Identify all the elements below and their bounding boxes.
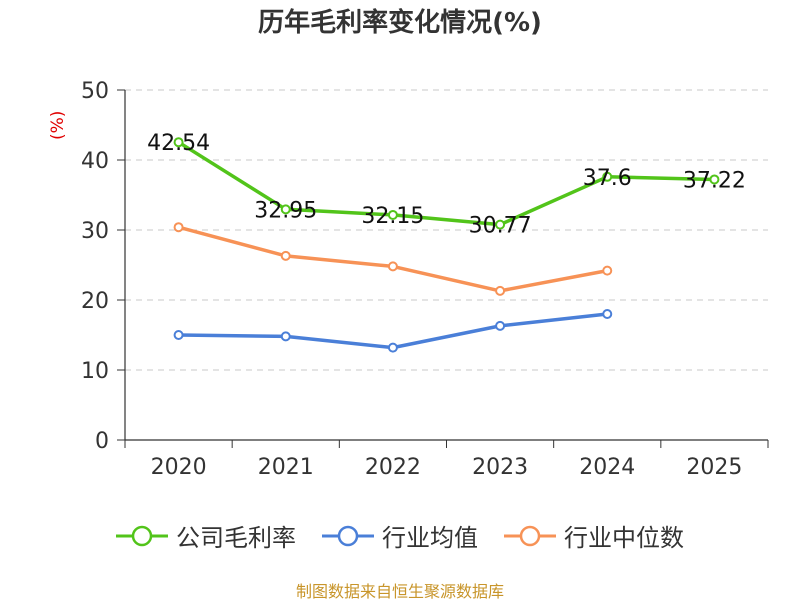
series-point-0 [602, 171, 613, 182]
y-tick-label: 40 [81, 149, 109, 174]
data-label: 37.6 [583, 166, 632, 191]
series-line-2 [178, 225, 608, 293]
data-label: 32.15 [361, 204, 424, 229]
x-tick-label: 2021 [258, 455, 314, 480]
x-tick-label: 2023 [472, 455, 528, 480]
chart-legend: 公司毛利率 行业均值 行业中位数 [0, 518, 800, 553]
legend-marker-icon [116, 525, 168, 546]
series-point-0 [709, 174, 720, 185]
series-point-1 [495, 320, 506, 331]
legend-marker-icon [322, 525, 374, 546]
data-label: 32.95 [254, 198, 317, 223]
series-line-0 [177, 140, 715, 227]
series-point-2 [602, 265, 613, 276]
series-point-1 [173, 330, 184, 340]
legend-label: 公司毛利率 [176, 524, 296, 552]
series-point-1 [280, 331, 291, 342]
chart-title: 历年毛利率变化情况(%) [258, 8, 542, 38]
x-tick-label: 2025 [686, 455, 742, 480]
x-tick-label: 2022 [365, 455, 421, 480]
series-point-0 [387, 209, 398, 220]
series-point-1 [387, 342, 398, 353]
series-point-2 [173, 222, 184, 233]
y-tick-label: 20 [81, 289, 109, 314]
legend-marker-icon [504, 525, 556, 546]
data-label: 37.22 [683, 168, 746, 193]
y-tick-label: 10 [81, 359, 109, 384]
series-line-1 [178, 312, 608, 350]
series-point-0 [173, 137, 184, 148]
x-tick-label: 2020 [151, 455, 207, 480]
legend-label: 行业均值 [382, 524, 478, 552]
legend-label: 行业中位数 [564, 524, 684, 552]
series-point-1 [602, 309, 613, 319]
series-point-2 [387, 261, 398, 272]
series-point-0 [280, 204, 291, 215]
series-point-2 [280, 250, 291, 261]
legend-item: 行业均值 [322, 518, 478, 553]
data-label: 30.77 [469, 214, 532, 239]
series-point-0 [495, 219, 506, 230]
series-point-2 [495, 285, 506, 296]
legend-item: 行业中位数 [504, 518, 684, 553]
x-tick-label: 2024 [579, 455, 635, 480]
y-tick-label: 50 [81, 79, 109, 104]
data-source-note: 制图数据来自恒生聚源数据库 [295, 582, 504, 601]
legend-item: 公司毛利率 [116, 518, 296, 553]
y-tick-label: 30 [81, 219, 109, 244]
data-label: 42.54 [147, 131, 210, 156]
y-tick-label: 0 [95, 429, 109, 454]
